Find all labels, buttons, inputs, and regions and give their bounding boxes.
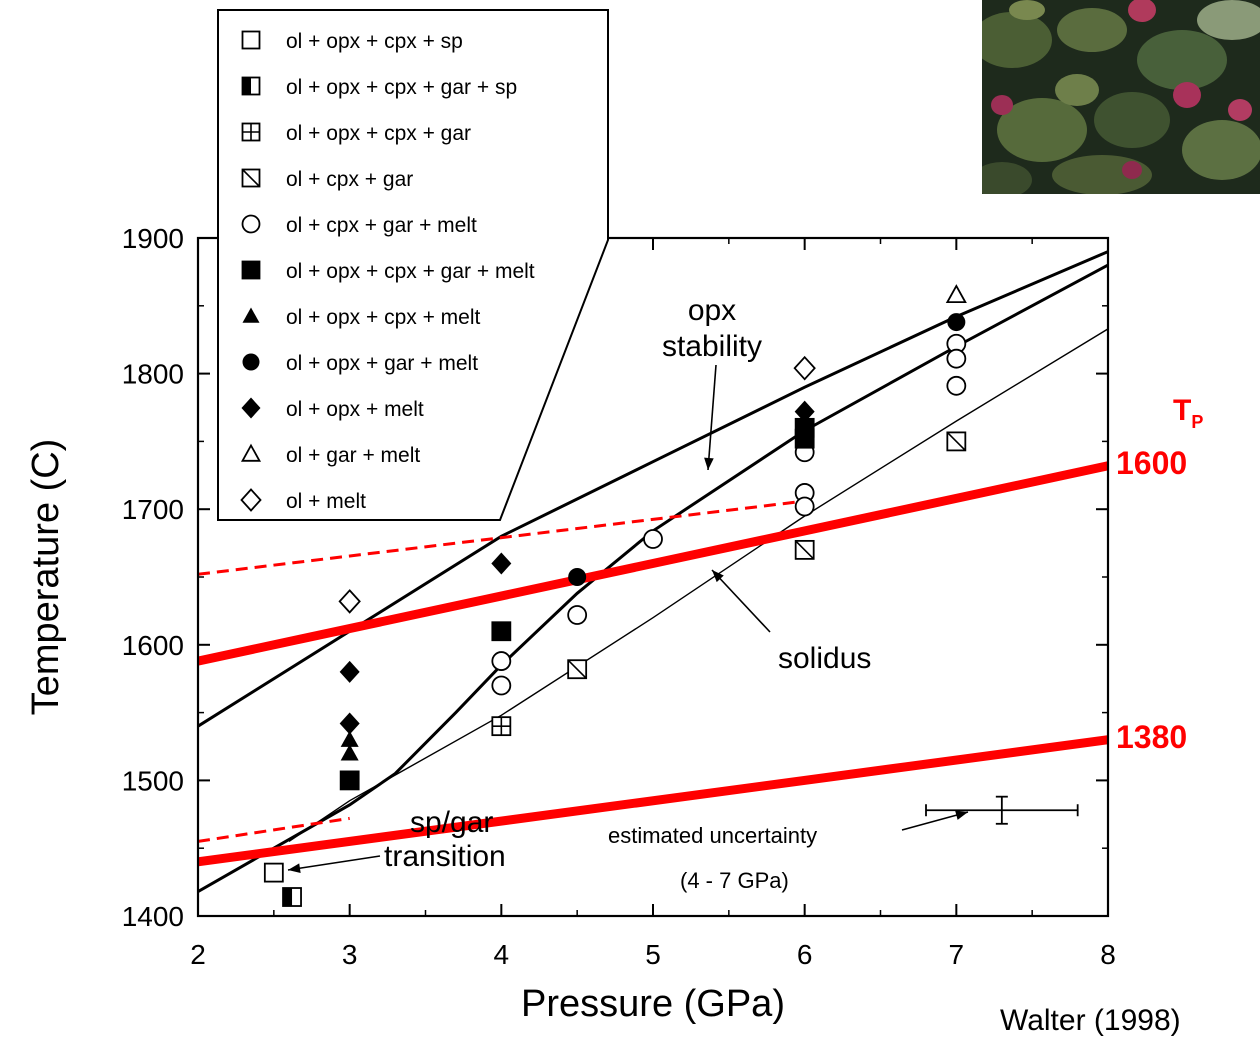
point-ol-opx-gar-melt-1 (947, 313, 966, 332)
legend-label-ol-opx-cpx-melt: ol + opx + cpx + melt (286, 306, 481, 329)
legend-label-ol-opx-cpx-gar-melt: ol + opx + cpx + gar + melt (286, 260, 535, 283)
x-tick-label-2: 2 (190, 939, 206, 970)
uncertainty-label-2: (4 - 7 GPa) (680, 868, 789, 893)
curve-lower-boundary (288, 328, 1108, 842)
point-ol-cpx-gar-2 (946, 431, 967, 452)
legend-marker-ol-opx-cpx-gar (241, 122, 261, 142)
sp-gar-label-1: sp/gar (410, 806, 493, 839)
point-ol-cpx-gar-1 (794, 539, 815, 560)
x-tick-label-7: 7 (949, 939, 965, 970)
opx-stability-label-1: opx (688, 294, 736, 327)
legend-marker-ol-opx-cpx-gar-sp (241, 76, 261, 96)
tp-sub: P (1191, 412, 1203, 432)
point-ol-opx-cpx-sp-0 (263, 862, 284, 883)
tp-main: T (1173, 394, 1191, 427)
point-ol-cpx-gar-melt-6 (794, 496, 815, 517)
point-ol-opx-cpx-gar-0 (491, 716, 512, 737)
data-markers (263, 284, 967, 907)
legend-marker-ol-cpx-gar-melt (241, 214, 261, 234)
legend-marker-ol-opx-cpx-melt (242, 307, 260, 323)
uncertainty-arrow (901, 810, 969, 831)
point-ol-cpx-gar-melt-8 (946, 348, 967, 369)
legend-marker-ol-opx-gar-melt (242, 353, 260, 371)
y-tick-label-1600: 1600 (122, 630, 184, 661)
uncertainty-label-1: estimated uncertainty (608, 823, 817, 848)
uncertainty-error-bar (925, 795, 1079, 825)
sp-gar-label-2: transition (384, 840, 506, 873)
y-tick-label-1400: 1400 (122, 901, 184, 932)
point-ol-opx-melt-3 (794, 400, 815, 423)
point-ol-cpx-gar-melt-0 (491, 651, 512, 671)
point-ol-cpx-gar-0 (567, 659, 588, 680)
legend-label-ol-gar-melt: ol + gar + melt (286, 444, 420, 467)
point-ol-cpx-gar-melt-1 (491, 675, 512, 696)
tp-label: TP (1173, 394, 1203, 432)
annotations: opx stability solidus sp/gar transition … (287, 294, 1203, 893)
legend-marker-ol-opx-melt (241, 397, 261, 419)
y-tick-label-1700: 1700 (122, 494, 184, 525)
x-tick-label-5: 5 (645, 939, 661, 970)
legend-label-ol-opx-cpx-gar: ol + opx + cpx + gar (286, 122, 471, 145)
tp-1380-label: 1380 (1116, 719, 1187, 755)
tp-1600-label: 1600 (1116, 445, 1187, 481)
point-ol-melt-0 (338, 589, 361, 614)
axes: 2 3 4 5 6 7 8 1400 1500 1600 1700 1800 1900 Pressure … (25, 223, 1116, 1025)
legend-marker-ol-gar-melt (240, 443, 262, 462)
point-ol-opx-melt-2 (491, 552, 512, 575)
peridotite-texture (982, 0, 1260, 194)
opx-stability-arrow (704, 364, 717, 471)
solidus-arrow (711, 569, 771, 633)
point-ol-opx-melt-1 (339, 712, 360, 735)
point-ol-opx-cpx-melt-0 (340, 730, 359, 747)
legend-label-ol-cpx-gar: ol + cpx + gar (286, 168, 413, 191)
point-ol-opx-cpx-gar-sp-0 (282, 887, 302, 907)
legend-label-ol-opx-cpx-gar-sp: ol + opx + cpx + gar + sp (286, 76, 517, 99)
legend-marker-ol-opx-cpx-gar-melt (241, 260, 261, 280)
point-ol-cpx-gar-melt-2 (567, 605, 588, 625)
point-ol-opx-cpx-gar-melt-1 (491, 621, 512, 642)
point-ol-gar-melt-0 (945, 284, 967, 304)
legend-marker-ol-opx-cpx-sp (241, 30, 261, 50)
adiabat-lines (198, 461, 1108, 867)
citation-credit: Walter (1998) (1000, 1004, 1181, 1037)
legend-box (217, 9, 609, 521)
y-tick-label-1900: 1900 (122, 223, 184, 254)
legend-label-ol-opx-cpx-sp: ol + opx + cpx + sp (286, 30, 463, 53)
x-tick-label-8: 8 (1100, 939, 1116, 970)
point-ol-opx-cpx-melt-1 (340, 744, 359, 761)
legend-marker-ol-melt (240, 488, 262, 512)
adiabat-1600-solid (198, 461, 1108, 666)
opx-stability-label-2: stability (662, 330, 762, 363)
adiabat-1380-dashed (198, 816, 350, 843)
point-ol-opx-cpx-gar-melt-0 (339, 770, 360, 791)
point-ol-opx-melt-0 (339, 660, 360, 683)
legend-label-ol-opx-gar-melt: ol + opx + gar + melt (286, 352, 478, 375)
annotation-arrows (287, 364, 969, 873)
adiabat-1380-solid (198, 735, 1108, 867)
legend-label-ol-opx-melt: ol + opx + melt (286, 398, 424, 421)
legend: ol + opx + cpx + sp ol + opx + cpx + gar … (217, 9, 609, 521)
x-tick-label-6: 6 (797, 939, 813, 970)
solidus-label: solidus (778, 642, 871, 675)
point-ol-opx-gar-melt-0 (568, 568, 587, 586)
adiabat-1600-dashed (198, 499, 805, 576)
x-axis-label: Pressure (GPa) (521, 983, 785, 1025)
y-axis-label: Temperature (C) (25, 439, 67, 716)
point-ol-cpx-gar-melt-9 (946, 375, 967, 396)
x-tick-label-4: 4 (494, 939, 510, 970)
point-ol-melt-1 (793, 355, 816, 381)
point-ol-cpx-gar-melt-3 (643, 529, 663, 549)
legend-marker-ol-cpx-gar (241, 168, 261, 188)
legend-label-ol-cpx-gar-melt: ol + cpx + gar + melt (286, 214, 477, 237)
y-tick-label-1800: 1800 (122, 359, 184, 390)
y-tick-label-1500: 1500 (122, 765, 184, 796)
sp-gar-arrow (287, 855, 381, 873)
x-tick-label-3: 3 (342, 939, 358, 970)
rock-sample-photo (982, 0, 1260, 194)
legend-label-ol-melt: ol + melt (286, 490, 366, 513)
